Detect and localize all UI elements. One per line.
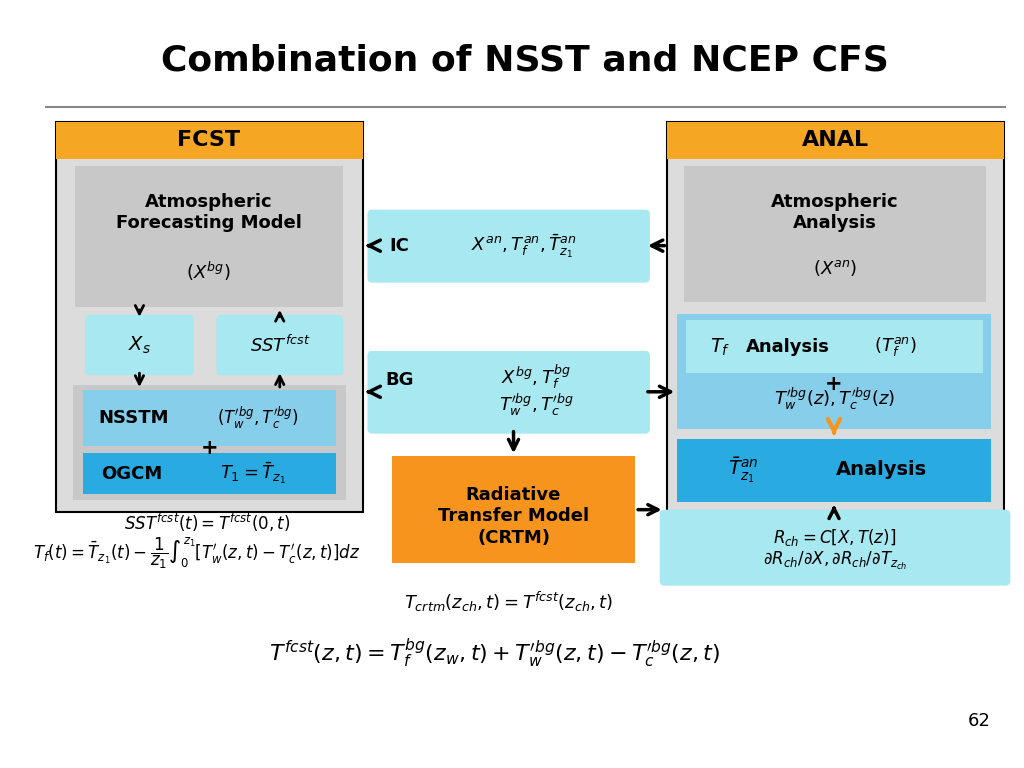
Text: $X^{bg},T_f^{bg}$: $X^{bg},T_f^{bg}$ [501, 362, 570, 392]
Text: $T_w^{\prime bg},T_c^{\prime bg}$: $T_w^{\prime bg},T_c^{\prime bg}$ [499, 392, 573, 418]
Bar [686, 376, 983, 422]
Text: Atmospheric
Forecasting Model: Atmospheric Forecasting Model [116, 193, 301, 232]
Bar [83, 453, 336, 494]
Bar [686, 319, 983, 373]
Bar [73, 385, 346, 500]
Text: $X_s$: $X_s$ [128, 334, 151, 356]
Text: $(X^{an})$: $(X^{an})$ [813, 258, 857, 278]
Text: $SST^{fcst}(t) = T^{fcst}(0,t)$: $SST^{fcst}(t) = T^{fcst}(0,t)$ [124, 511, 290, 534]
Text: 62: 62 [968, 712, 991, 730]
Bar [684, 166, 986, 302]
Bar [668, 122, 1004, 511]
Text: $T_{crtm}(z_{ch},t) = T^{fcst}(z_{ch},t)$: $T_{crtm}(z_{ch},t) = T^{fcst}(z_{ch},t)… [404, 590, 613, 614]
Text: $T_w^{\prime bg}(z),T_c^{\prime bg}(z)$: $T_w^{\prime bg}(z),T_c^{\prime bg}(z)$ [773, 386, 895, 412]
Text: $\partial R_{ch}/\partial X,\partial R_{ch}/\partial T_{z_{ch}}$: $\partial R_{ch}/\partial X,\partial R_{… [763, 550, 907, 572]
Text: $R_{ch} = C[X,T(z)]$: $R_{ch} = C[X,T(z)]$ [773, 528, 897, 548]
Bar [55, 122, 362, 511]
Text: $T_f(t) = \bar{T}_{z_1}(t) - \dfrac{1}{z_1}\int_0^{z_1}[T_w^{\prime}(z,t) - T_c^: $T_f(t) = \bar{T}_{z_1}(t) - \dfrac{1}{z… [33, 535, 360, 571]
Text: $T_1 = \bar{T}_{z_1}$: $T_1 = \bar{T}_{z_1}$ [220, 461, 287, 486]
Text: $T_f$: $T_f$ [710, 336, 730, 358]
Text: FCST: FCST [177, 131, 241, 151]
Text: $X^{an},T_f^{an},\bar{T}_{z_1}^{an}$: $X^{an},T_f^{an},\bar{T}_{z_1}^{an}$ [471, 232, 577, 260]
Text: Combination of NSST and NCEP CFS: Combination of NSST and NCEP CFS [162, 44, 889, 78]
Text: $(X^{bg})$: $(X^{bg})$ [186, 260, 230, 283]
Text: IC: IC [389, 237, 410, 255]
FancyBboxPatch shape [85, 315, 194, 376]
FancyBboxPatch shape [659, 510, 1011, 586]
Text: Transfer Model: Transfer Model [438, 508, 589, 525]
Bar [55, 122, 362, 159]
FancyBboxPatch shape [368, 351, 650, 434]
FancyBboxPatch shape [216, 315, 343, 376]
Bar [677, 439, 991, 502]
Text: ANAL: ANAL [802, 131, 868, 151]
Text: Analysis: Analysis [746, 338, 830, 356]
Text: $(T_f^{an})$: $(T_f^{an})$ [873, 336, 916, 359]
Text: OGCM: OGCM [101, 465, 162, 482]
FancyBboxPatch shape [368, 210, 650, 283]
Bar [677, 314, 991, 429]
Text: $T^{fcst}(z,t) = T_f^{bg}(z_w,t) + T_w^{\prime bg}(z,t) - T_c^{\prime bg}(z,t)$: $T^{fcst}(z,t) = T_f^{bg}(z_w,t) + T_w^{… [268, 636, 720, 670]
Bar [668, 122, 1004, 159]
Text: $\bar{T}_{z_1}^{an}$: $\bar{T}_{z_1}^{an}$ [728, 455, 759, 485]
Text: $SST^{fcst}$: $SST^{fcst}$ [250, 334, 310, 356]
Bar [83, 390, 336, 446]
Text: Analysis: Analysis [837, 460, 928, 479]
Text: +: + [201, 439, 218, 458]
Text: $(T_w^{\prime bg},T_c^{\prime bg})$: $(T_w^{\prime bg},T_c^{\prime bg})$ [217, 405, 299, 431]
Text: BG: BG [385, 371, 414, 389]
Text: (CRTM): (CRTM) [477, 529, 550, 547]
Text: +: + [825, 374, 843, 394]
Bar [75, 166, 343, 307]
Text: NSSTM: NSSTM [98, 409, 169, 427]
Text: Atmospheric
Analysis: Atmospheric Analysis [771, 193, 899, 232]
Text: Radiative: Radiative [466, 486, 561, 504]
Bar [392, 456, 635, 563]
